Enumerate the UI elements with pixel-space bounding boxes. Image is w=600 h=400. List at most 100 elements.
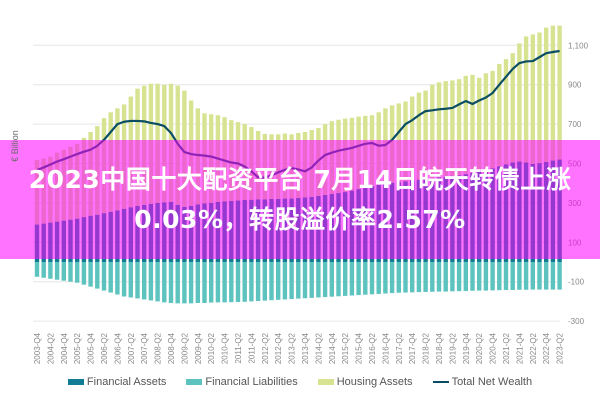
bar-financial-liabilities [255,262,261,302]
x-tick-label: 2020-Q2 [475,332,484,364]
bar-financial-liabilities [436,262,442,292]
x-tick-label: 2007-Q4 [140,332,149,364]
bar-financial-liabilities [81,262,87,285]
bar-financial-liabilities [108,262,113,293]
bar-financial-liabilities [54,262,60,280]
bar-financial-liabilities [101,262,107,291]
bar-financial-liabilities [363,262,368,295]
bar-financial-liabilities [523,262,529,290]
bar-housing-assets [483,73,489,170]
bar-financial-liabilities [188,262,194,304]
bar-housing-assets [470,74,475,173]
bar-financial-liabilities [450,262,455,292]
x-tick-label: 2009-Q2 [180,332,189,364]
bar-housing-assets [423,90,428,180]
bar-financial-liabilities [242,262,247,302]
x-tick-label: 2012-Q4 [274,332,283,364]
bar-financial-liabilities [34,262,40,277]
bar-financial-liabilities [75,262,80,283]
y-tick-label: -100 [568,278,585,287]
bar-financial-liabilities [396,262,401,293]
legend-item-financial-liabilities: Financial Liabilities [186,376,298,388]
bar-financial-liabilities [322,262,328,298]
legend: Financial Assets Financial Liabilities H… [0,376,600,388]
legend-item-housing-assets: Housing Assets [317,376,413,388]
x-tick-label: 2005-Q4 [87,332,96,364]
legend-swatch [67,379,84,385]
x-tick-label: 2014-Q4 [328,332,337,364]
bar-financial-liabilities [557,262,562,290]
legend-item-financial-assets: Financial Assets [67,376,167,388]
bar-financial-liabilities [235,262,241,302]
x-tick-label: 2010-Q2 [207,332,216,364]
x-tick-label: 2016-Q2 [368,332,377,364]
bar-financial-liabilities [155,262,160,302]
x-tick-label: 2008-Q4 [167,332,176,364]
bar-financial-liabilities [262,262,267,301]
legend-item-total-net-wealth: Total Net Wealth [432,376,533,388]
bar-financial-liabilities [276,262,281,300]
bar-financial-liabilities [490,262,495,291]
bar-housing-assets [497,64,502,167]
x-tick-label: 2014-Q2 [314,332,323,364]
bar-financial-liabilities [182,262,187,304]
y-axis-label: € Billion [10,130,20,162]
bar-housing-assets [530,34,535,164]
bar-financial-liabilities [142,262,147,300]
bar-housing-assets [550,25,556,161]
x-tick-label: 2011-Q4 [247,332,256,363]
bar-housing-assets [510,53,515,163]
x-tick-label: 2008-Q2 [154,332,163,364]
bar-financial-liabilities [249,262,254,302]
legend-label: Total Net Wealth [451,376,533,388]
bar-financial-liabilities [443,262,448,292]
bar-financial-liabilities [302,262,308,299]
x-tick-label: 2022-Q4 [542,332,551,364]
y-tick-label: -300 [568,317,585,326]
bar-financial-liabilities [470,262,475,291]
bar-financial-liabilities [430,262,435,292]
bar-financial-liabilities [463,262,468,291]
bar-financial-liabilities [349,262,355,296]
bar-financial-liabilities [309,262,314,298]
banner-text: 2023中国十大配资平台 7月14日皖天转债上涨0.03%，转股溢价率2.57% [28,164,572,234]
bar-financial-liabilities [168,262,174,303]
x-tick-label: 2009-Q4 [194,332,203,364]
x-tick-label: 2017-Q2 [395,332,404,364]
x-tick-label: 2013-Q4 [301,332,310,364]
x-tick-label: 2015-Q2 [341,332,350,364]
x-tick-label: 2012-Q2 [261,332,270,364]
overlay-banner: 2023中国十大配资平台 7月14日皖天转债上涨0.03%，转股溢价率2.57% [0,140,600,259]
legend-label: Financial Assets [86,376,167,388]
y-tick-label: 1,100 [568,41,589,50]
bar-housing-assets [430,84,435,179]
bar-financial-liabilities [135,262,140,299]
x-tick-label: 2011-Q2 [234,332,243,363]
bar-financial-liabilities [202,262,207,303]
x-tick-label: 2010-Q4 [221,332,230,364]
bar-financial-liabilities [376,262,381,294]
x-tick-label: 2004-Q4 [60,332,69,364]
bar-financial-liabilities [41,262,46,278]
x-tick-label: 2019-Q4 [462,332,471,364]
x-tick-label: 2015-Q4 [355,332,364,364]
bar-financial-liabilities [128,262,133,298]
bar-financial-liabilities [209,262,214,303]
y-tick-label: 700 [568,120,582,129]
x-tick-label: 2004-Q2 [46,332,55,364]
bar-financial-liabilities [61,262,66,281]
bar-housing-assets [463,75,468,175]
bar-financial-liabilities [222,262,227,303]
legend-label: Financial Liabilities [205,376,298,388]
bar-financial-liabilities [477,262,482,291]
bar-financial-liabilities [296,262,301,299]
bar-financial-liabilities [215,262,221,303]
legend-line [432,381,449,383]
bar-financial-liabilities [95,262,100,289]
bar-financial-liabilities [456,262,462,292]
bar-financial-liabilities [497,262,502,291]
bar-financial-liabilities [483,262,489,291]
bar-financial-liabilities [369,262,375,295]
x-tick-label: 2007-Q2 [127,332,136,364]
bar-financial-liabilities [550,262,556,290]
